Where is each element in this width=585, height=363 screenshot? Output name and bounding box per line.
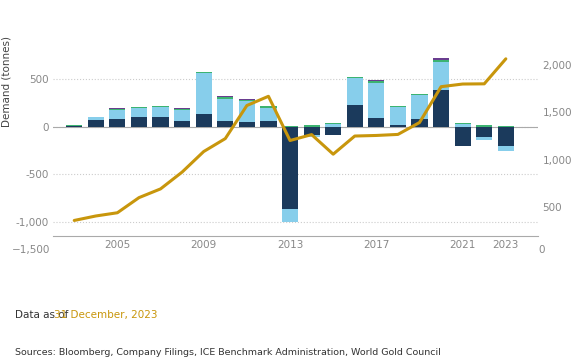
Bar: [433, 90, 449, 127]
Y-axis label: Demand (tonnes): Demand (tonnes): [1, 36, 11, 127]
Bar: [368, 81, 384, 83]
Bar: [411, 119, 428, 127]
Bar: [390, 107, 406, 125]
Bar: [433, 60, 449, 62]
Bar: [109, 109, 126, 110]
Bar: [260, 106, 277, 107]
Bar: [476, 137, 493, 140]
Bar: [195, 114, 212, 127]
Bar: [239, 99, 255, 101]
Bar: [498, 127, 514, 146]
Text: Sources: Bloomberg, Company Filings, ICE Benchmark Administration, World Gold Co: Sources: Bloomberg, Company Filings, ICE…: [15, 348, 441, 358]
Bar: [476, 127, 493, 137]
Text: 0: 0: [538, 245, 545, 255]
Text: Data as of: Data as of: [15, 310, 71, 321]
Bar: [239, 122, 255, 127]
Bar: [304, 125, 320, 127]
Bar: [368, 80, 384, 81]
Bar: [217, 97, 233, 99]
Bar: [390, 106, 406, 107]
Bar: [325, 123, 341, 124]
Bar: [498, 126, 514, 127]
Bar: [282, 222, 298, 223]
Text: Europe: Europe: [135, 285, 177, 295]
Bar: [88, 120, 104, 127]
Bar: [347, 77, 363, 78]
Bar: [304, 135, 320, 137]
Bar: [282, 127, 298, 209]
Bar: [368, 118, 384, 127]
Bar: [455, 124, 471, 127]
Text: 31 December, 2023: 31 December, 2023: [54, 310, 158, 321]
Bar: [347, 78, 363, 105]
Bar: [433, 58, 449, 60]
Bar: [476, 126, 493, 127]
Bar: [66, 126, 82, 127]
Bar: [455, 123, 471, 124]
Bar: [174, 121, 190, 127]
Bar: [153, 106, 168, 107]
Text: Other: Other: [235, 285, 269, 295]
Bar: [282, 209, 298, 222]
Bar: [411, 94, 428, 95]
Text: Asia: Asia: [198, 285, 222, 295]
Text: North America: North America: [26, 285, 111, 295]
Bar: [131, 107, 147, 117]
Bar: [325, 124, 341, 127]
Bar: [498, 146, 514, 151]
Bar: [325, 127, 341, 135]
Bar: [195, 73, 212, 114]
Bar: [411, 95, 428, 119]
Bar: [174, 110, 190, 121]
Bar: [455, 127, 471, 146]
Bar: [217, 121, 233, 127]
Bar: [153, 117, 168, 127]
Bar: [153, 107, 168, 117]
Bar: [390, 125, 406, 127]
Bar: [347, 105, 363, 127]
Text: −1,500: −1,500: [12, 245, 50, 255]
Bar: [174, 109, 190, 110]
Bar: [433, 62, 449, 90]
Bar: [260, 121, 277, 127]
Bar: [88, 117, 104, 120]
Bar: [368, 83, 384, 118]
Bar: [260, 107, 277, 121]
Bar: [304, 127, 320, 135]
Bar: [109, 110, 126, 119]
Bar: [239, 101, 255, 122]
Bar: [131, 117, 147, 127]
Bar: [282, 126, 298, 127]
Bar: [195, 72, 212, 73]
Text: Gold price (rhs): Gold price (rhs): [278, 285, 370, 295]
Bar: [109, 119, 126, 127]
Bar: [217, 99, 233, 121]
